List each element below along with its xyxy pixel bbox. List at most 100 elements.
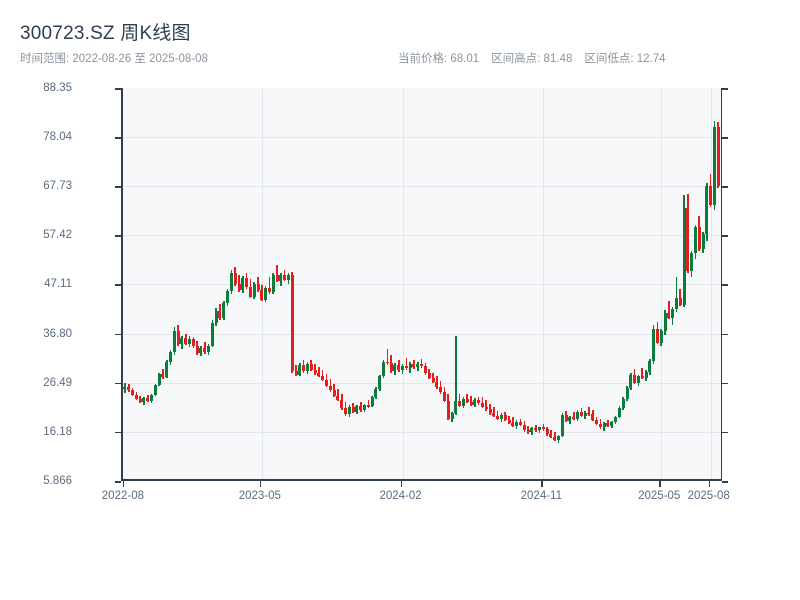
candle-body [629, 374, 633, 388]
candle-body [446, 400, 450, 419]
candle-wick [420, 359, 423, 368]
gridline-vertical [261, 88, 263, 479]
candle-body [477, 400, 481, 404]
candlestick [131, 88, 134, 479]
candlestick [682, 88, 686, 479]
candle-body [576, 411, 580, 419]
candlestick [355, 88, 359, 479]
candlestick [522, 88, 526, 479]
candle-body [499, 414, 503, 419]
candle-body [617, 407, 621, 417]
y-axis-tick-mark [115, 284, 121, 287]
candlestick [663, 88, 667, 479]
candle-body [252, 284, 256, 297]
gridline-horizontal [123, 382, 721, 384]
candle-body [488, 409, 492, 414]
y-axis-tick-label: 88.35 [43, 82, 72, 94]
y-axis-tick-mark-right [722, 481, 728, 483]
candle-body [203, 347, 207, 353]
candlestick [408, 88, 412, 479]
candle-body [165, 361, 169, 378]
candle-body [648, 361, 652, 372]
candlestick [595, 88, 599, 479]
candle-body [507, 419, 511, 423]
candle-body [557, 435, 561, 440]
candle-body [169, 352, 173, 362]
candle-body [241, 278, 245, 291]
candlestick [610, 88, 614, 479]
candlestick [374, 88, 378, 479]
candle-wick [455, 335, 457, 415]
candle-body [458, 401, 462, 406]
candle-body [560, 414, 564, 436]
y-axis-tick-mark-right [722, 186, 728, 188]
candlestick [576, 88, 580, 479]
candle-body [305, 364, 309, 372]
candle-body [712, 126, 716, 205]
chart-plot-area [121, 88, 722, 481]
candlestick [712, 88, 716, 479]
y-axis-tick-label: 36.80 [43, 327, 72, 340]
candle-body [469, 401, 473, 405]
candle-body [218, 310, 222, 319]
candle-wick [527, 426, 529, 434]
candle-body [678, 298, 682, 305]
candle-body [473, 400, 477, 405]
candlestick [233, 88, 237, 479]
candle-body [317, 373, 321, 376]
candle-body [583, 412, 587, 417]
gridline-horizontal [123, 333, 721, 335]
candlestick [210, 88, 214, 479]
candle-body [538, 427, 542, 431]
candle-body [264, 287, 268, 300]
candlestick [693, 88, 697, 479]
candle-body [545, 429, 549, 435]
candlestick [325, 88, 328, 479]
candle-wick [405, 358, 408, 370]
candlestick [614, 88, 618, 479]
candlestick [218, 88, 222, 479]
candle-body [245, 278, 249, 288]
candle-body [606, 423, 610, 426]
x-axis-tick-mark [122, 481, 125, 487]
candle-body [709, 185, 713, 205]
plot-inner [123, 88, 721, 479]
candle-body [153, 385, 157, 395]
candlestick [153, 88, 157, 479]
candle-body [659, 330, 663, 343]
candlestick [332, 88, 336, 479]
candlestick [705, 88, 709, 479]
y-axis-tick-label: 5.866 [43, 475, 72, 487]
candlestick [644, 88, 648, 479]
candle-body [690, 252, 694, 271]
candlestick [671, 88, 675, 479]
candle-body [172, 331, 176, 353]
candle-body [663, 312, 667, 331]
candlestick [572, 88, 576, 479]
y-axis-tick-mark-right [722, 137, 728, 139]
candlestick [541, 88, 545, 479]
y-axis-tick-mark [115, 431, 121, 434]
candle-body [644, 371, 648, 378]
candle-body [188, 339, 192, 344]
candle-body [378, 376, 382, 389]
candle-body [439, 387, 443, 393]
candlestick [557, 88, 561, 479]
candle-body [370, 396, 374, 407]
candle-body [199, 347, 203, 354]
candlestick [366, 88, 370, 479]
candlestick [229, 88, 233, 479]
candle-body [321, 376, 325, 380]
candle-wick [481, 397, 484, 408]
y-axis-tick-mark-right [722, 235, 728, 237]
candle-body [693, 226, 697, 253]
candlestick [283, 88, 287, 479]
candlestick [309, 88, 313, 479]
candlestick [606, 88, 610, 479]
candle-body [568, 417, 572, 421]
candle-body [233, 272, 237, 285]
candlestick [655, 88, 659, 479]
candle-body [401, 366, 405, 371]
candlestick [461, 88, 465, 479]
